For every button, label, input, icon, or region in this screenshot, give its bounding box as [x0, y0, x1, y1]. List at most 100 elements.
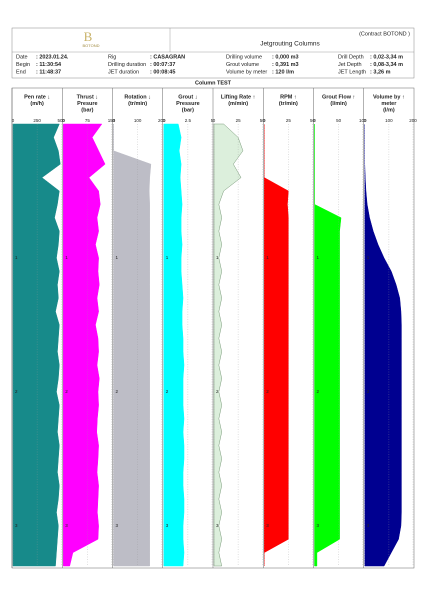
track-title: (tr/min) [128, 101, 147, 107]
track-title: (tr/min) [279, 101, 298, 107]
track-title: RPM ↑ [280, 94, 297, 100]
x-tick-label: 2.5 [185, 118, 192, 123]
x-tick-label: 0 [162, 118, 165, 123]
x-tick-label: 250 [33, 118, 41, 123]
x-tick-label: 50 [260, 118, 266, 123]
depth-label: 1 [266, 255, 269, 260]
depth-label: 3 [317, 523, 320, 528]
depth-label: 3 [15, 523, 18, 528]
area [63, 123, 106, 567]
area [113, 124, 152, 567]
depth-label: 1 [216, 255, 219, 260]
x-tick-label: 200 [409, 118, 417, 123]
logo-text: BOTOND [82, 43, 99, 48]
x-tick-label: 0 [62, 118, 65, 123]
field-label: JET Length [338, 69, 366, 75]
track-title: Volume by ↑ [373, 94, 405, 100]
field-value: : 00:08:45 [150, 69, 175, 75]
field-label: Volume by meter [226, 69, 267, 75]
field-value: : 11:30:54 [36, 62, 62, 68]
x-tick-label: 150 [108, 118, 116, 123]
track-title: Presure [77, 101, 98, 107]
field-value: : 2023.01.24. [36, 54, 69, 60]
x-tick-label: 100 [134, 118, 142, 123]
x-tick-label: 0 [213, 118, 216, 123]
depth-label: 2 [65, 389, 68, 394]
x-tick-label: 0 [363, 118, 366, 123]
x-tick-label: 50 [336, 118, 342, 123]
track-title: Grout Flow ↑ [322, 94, 356, 100]
x-tick-label: 75 [85, 118, 91, 123]
column-title: Column TEST [195, 80, 232, 86]
field-label: Grout volume [226, 62, 259, 68]
depth-label: 1 [116, 255, 119, 260]
area [364, 124, 402, 567]
x-tick-label: 5 [211, 118, 214, 123]
depth-label: 1 [317, 255, 320, 260]
field-value: : 120 l/m [272, 69, 294, 75]
depth-label: 3 [166, 523, 169, 528]
area [314, 124, 342, 567]
field-label: Begin [16, 62, 30, 68]
x-tick-label: 200 [158, 118, 166, 123]
track-title: (m/h) [30, 101, 44, 107]
depth-label: 1 [15, 255, 18, 260]
field-value: : 0,000 m3 [272, 54, 299, 60]
track-title: Pen rate ↓ [24, 94, 50, 100]
field-value: : CASAGRAN [150, 54, 185, 60]
depth-label: 3 [216, 523, 219, 528]
field-label: Drill Depth [338, 54, 364, 60]
field-value: : 11:48:37 [36, 69, 61, 75]
field-label: Jet Depth [338, 62, 362, 68]
track-title: meter [381, 101, 397, 107]
track-title: Pressure [176, 101, 200, 107]
x-tick-label: 500 [57, 118, 65, 123]
area [264, 124, 289, 566]
logo-mark: B [84, 29, 93, 44]
field-label: End [16, 69, 26, 75]
field-value: : 00:07:37 [150, 62, 175, 68]
x-tick-label: 100 [385, 118, 393, 123]
area [163, 123, 185, 567]
field-label: Date [16, 54, 28, 60]
depth-label: 3 [266, 523, 269, 528]
field-value: : 0,08-3,34 m [370, 62, 403, 68]
depth-label: 2 [266, 389, 269, 394]
track-title: (bar) [81, 107, 93, 113]
area [213, 123, 244, 567]
depth-label: 2 [166, 389, 169, 394]
x-tick-label: 25 [286, 118, 292, 123]
x-tick-label: 0 [313, 118, 316, 123]
depth-label: 1 [367, 255, 370, 260]
field-value: : 0,391 m3 [272, 62, 299, 68]
x-tick-label: 0 [12, 118, 15, 123]
depth-label: 1 [65, 255, 68, 260]
field-label: Drilling duration [108, 62, 146, 68]
depth-label: 1 [166, 255, 169, 260]
depth-label: 3 [65, 523, 68, 528]
x-tick-label: 100 [359, 118, 367, 123]
field-value: : 3,26 m [370, 69, 391, 75]
depth-label: 2 [317, 389, 320, 394]
field-value: : 0,02-3,34 m [370, 54, 403, 60]
track-title: (l/m) [383, 107, 395, 113]
depth-label: 2 [116, 389, 119, 394]
track-title: Thrust ↓ [77, 94, 99, 100]
x-tick-label: 0 [263, 118, 266, 123]
depth-label: 3 [367, 523, 370, 528]
track-title: (l/min) [330, 101, 347, 107]
depth-label: 2 [367, 389, 370, 394]
x-tick-label: 0 [112, 118, 115, 123]
depth-label: 3 [116, 523, 119, 528]
report-title: Jetgrouting Columns [260, 41, 320, 48]
field-label: JET duration [108, 69, 139, 75]
track-title: Lifting Rate ↑ [221, 94, 256, 100]
track-title: Grout ↓ [178, 94, 197, 100]
depth-label: 2 [15, 389, 18, 394]
field-label: Drilling volume [226, 54, 262, 60]
x-tick-label: 25 [236, 118, 242, 123]
track-title: (bar) [182, 107, 194, 113]
x-tick-label: 50 [310, 118, 316, 123]
area [12, 123, 61, 567]
